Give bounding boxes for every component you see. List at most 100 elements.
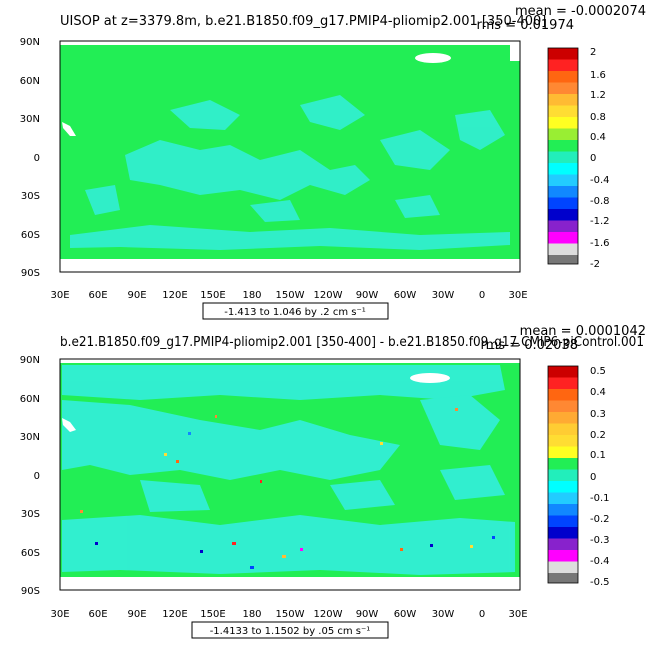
colorbar-label: 1.2 bbox=[590, 90, 606, 101]
colorbar-label: 0.3 bbox=[590, 409, 606, 420]
colorbar-label: 0.4 bbox=[590, 387, 606, 398]
colorbar-swatch bbox=[548, 458, 578, 470]
colorbar-swatch bbox=[548, 412, 578, 424]
tick-label: 30E bbox=[508, 609, 527, 620]
panel-1-range-box: -1.413 to 1.046 by .2 cm s⁻¹ bbox=[202, 302, 389, 320]
colorbar-swatch bbox=[548, 446, 578, 458]
panel-2-frame bbox=[59, 358, 521, 591]
panel-1-frame bbox=[59, 40, 521, 273]
tick-label: 30S bbox=[21, 191, 40, 202]
tick-label: 30E bbox=[50, 609, 69, 620]
panel-2-lat-labels: 90N 60N 30N 0 30S 60S 90S bbox=[20, 355, 40, 597]
tick-label: 60N bbox=[20, 76, 40, 87]
tick-label: 0 bbox=[479, 609, 485, 620]
tick-label: 90W bbox=[356, 609, 379, 620]
panel-1-negative-patches bbox=[70, 95, 510, 250]
tick-label: 150E bbox=[200, 290, 225, 301]
panel-1: UISOP at z=3379.8m, b.e21.B1850.f09_g17.… bbox=[20, 4, 646, 320]
colorbar-swatch bbox=[548, 573, 578, 583]
tick-label: 180 bbox=[242, 290, 261, 301]
tick-label: 0 bbox=[34, 153, 40, 164]
tick-label: 90E bbox=[127, 290, 146, 301]
colorbar-swatch bbox=[548, 481, 578, 493]
panel-1-colorbar: 2 1.6 1.2 0.8 0.4 0 -0.4 -0.8 -1.2 -1.6 … bbox=[547, 47, 610, 270]
tick-label: 60W bbox=[394, 290, 417, 301]
colorbar-label: 0 bbox=[590, 472, 596, 483]
colorbar-label: 0.8 bbox=[590, 112, 606, 123]
tick-label: 30N bbox=[20, 432, 40, 443]
colorbar-swatch bbox=[548, 197, 578, 209]
colorbar-swatch bbox=[548, 400, 578, 412]
panel-1-lon-labels: 30E 60E 90E 120E 150E 180 150W 120W 90W … bbox=[50, 290, 527, 301]
colorbar-swatch bbox=[548, 163, 578, 175]
tick-label: 30N bbox=[20, 114, 40, 125]
tick-label: 30W bbox=[432, 609, 455, 620]
panel-2-title: b.e21.B1850.f09_g17.PMIP4-pliomip2.001 [… bbox=[60, 335, 644, 350]
panel-1-mean: mean = -0.0002074 bbox=[515, 4, 646, 19]
tick-label: 60W bbox=[394, 609, 417, 620]
colorbar-label: -0.1 bbox=[590, 493, 610, 504]
colorbar-swatch bbox=[548, 255, 578, 264]
tick-label: 90S bbox=[21, 268, 40, 279]
panel-1-range-label: -1.413 to 1.046 by .2 cm s⁻¹ bbox=[224, 307, 366, 318]
panel-2-range-box: -1.4133 to 1.1502 by .05 cm s⁻¹ bbox=[191, 621, 389, 639]
panel-1-title: UISOP at z=3379.8m, b.e21.B1850.f09_g17.… bbox=[60, 14, 546, 29]
panel-2-land bbox=[60, 359, 520, 590]
colorbar-swatch bbox=[548, 527, 578, 539]
colorbar-swatch bbox=[548, 423, 578, 435]
tick-label: 90W bbox=[356, 290, 379, 301]
colorbar-label: -0.4 bbox=[590, 175, 610, 186]
colorbar-swatch bbox=[548, 492, 578, 504]
colorbar-label: -0.4 bbox=[590, 556, 610, 567]
panel-2-mean: mean = 0.0001042 bbox=[520, 324, 646, 339]
colorbar-swatch bbox=[548, 561, 578, 573]
colorbar-swatch bbox=[548, 209, 578, 221]
colorbar-swatch bbox=[548, 94, 578, 106]
panel-2-anomaly-dots bbox=[80, 408, 495, 569]
colorbar-label: -0.8 bbox=[590, 196, 610, 207]
panel-1-rms: rms = 0.01974 bbox=[477, 18, 574, 33]
panel-2-lon-labels: 30E 60E 90E 120E 150E 180 150W 120W 90W … bbox=[50, 609, 527, 620]
colorbar-swatch bbox=[548, 469, 578, 481]
colorbar-swatch bbox=[548, 538, 578, 550]
panel-1-ocean bbox=[60, 45, 520, 259]
colorbar-swatch bbox=[548, 71, 578, 83]
colorbar-swatch bbox=[548, 435, 578, 447]
colorbar-label: -0.2 bbox=[590, 514, 610, 525]
tick-label: 30S bbox=[21, 509, 40, 520]
colorbar-label: 0 bbox=[590, 153, 596, 164]
colorbar-swatch bbox=[548, 48, 578, 60]
tick-label: 0 bbox=[479, 290, 485, 301]
panel-1-land bbox=[60, 41, 520, 272]
tick-label: 150W bbox=[276, 290, 305, 301]
colorbar-swatch bbox=[548, 82, 578, 94]
panel-2-rms: rms = 0.02038 bbox=[481, 338, 578, 353]
colorbar-label: -1.6 bbox=[590, 238, 610, 249]
colorbar-swatch bbox=[548, 128, 578, 140]
tick-label: 30E bbox=[508, 290, 527, 301]
tick-label: 60S bbox=[21, 230, 40, 241]
colorbar-label: -0.5 bbox=[590, 577, 610, 588]
colorbar-swatch bbox=[548, 186, 578, 198]
tick-label: 90N bbox=[20, 355, 40, 366]
colorbar-swatch bbox=[548, 151, 578, 163]
colorbar-label: 0.5 bbox=[590, 366, 606, 377]
tick-label: 120W bbox=[314, 290, 343, 301]
panel-1-map bbox=[59, 40, 521, 273]
colorbar-swatch bbox=[548, 243, 578, 255]
colorbar-swatch bbox=[548, 515, 578, 527]
tick-label: 0 bbox=[34, 471, 40, 482]
colorbar-label: -1.2 bbox=[590, 216, 610, 227]
colorbar-swatch bbox=[548, 59, 578, 71]
tick-label: 180 bbox=[242, 609, 261, 620]
tick-label: 120W bbox=[314, 609, 343, 620]
tick-label: 150W bbox=[276, 609, 305, 620]
colorbar-swatch bbox=[548, 117, 578, 129]
panel-2: b.e21.B1850.f09_g17.PMIP4-pliomip2.001 [… bbox=[20, 324, 646, 639]
tick-label: 90S bbox=[21, 586, 40, 597]
colorbar-swatch bbox=[548, 550, 578, 562]
colorbar-swatch bbox=[548, 366, 578, 378]
panel-2-colorbar: 0.5 0.4 0.3 0.2 0.1 0 -0.1 -0.2 -0.3 -0.… bbox=[547, 365, 610, 588]
tick-label: 60E bbox=[88, 609, 107, 620]
